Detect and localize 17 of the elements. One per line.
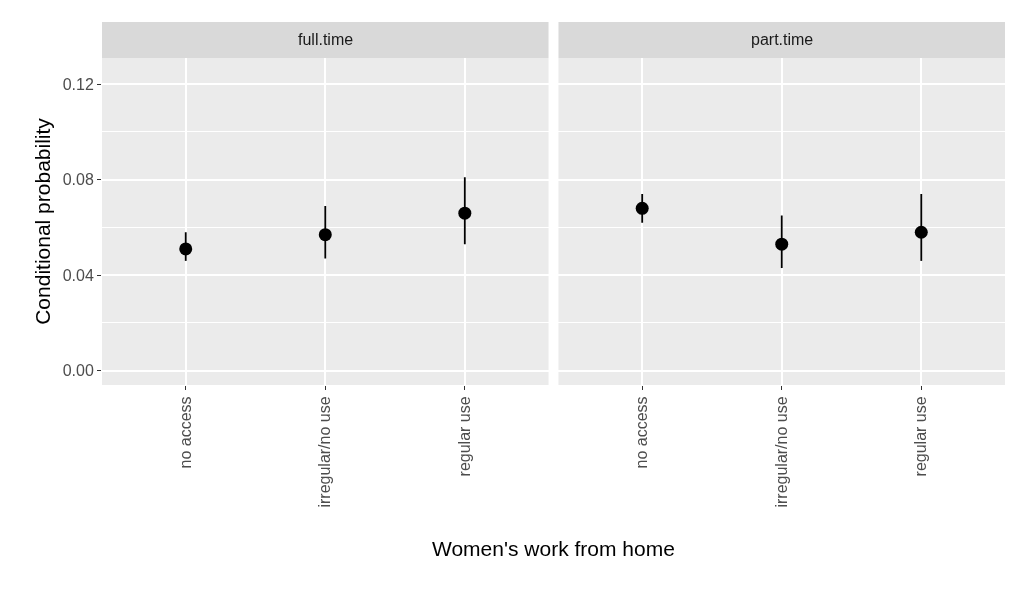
x-tick-label: no access [633,396,651,469]
y-tick-label: 0.00 [62,362,94,380]
y-tick-label: 0.12 [62,75,94,93]
y-tick-label: 0.08 [62,171,94,189]
x-tick-label: irregular/no use [772,396,790,508]
x-tick-label: no access [176,396,194,469]
chart-title: full.time [298,31,354,48]
point [179,242,193,256]
y-tick-label: 0.04 [62,266,94,284]
chart-title: part.time [751,31,814,48]
point [458,206,472,220]
y-axis-title: Conditional probability [30,117,54,325]
x-tick-label: regular use [456,396,474,477]
x-tick-label: regular use [912,396,930,477]
point [318,228,332,242]
x-tick-label: irregular/no use [316,396,334,508]
x-axis-title: Women's work from home [432,537,675,560]
